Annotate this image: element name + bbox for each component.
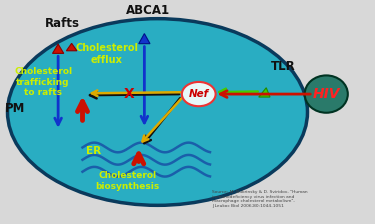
Text: Cholesterol
trafficking
to rafts: Cholesterol trafficking to rafts	[14, 67, 72, 97]
Text: ABCA1: ABCA1	[126, 4, 170, 17]
Text: ER: ER	[86, 146, 101, 156]
Ellipse shape	[304, 75, 348, 113]
Ellipse shape	[8, 19, 308, 205]
Polygon shape	[139, 34, 150, 44]
Text: Nef: Nef	[189, 89, 209, 99]
Ellipse shape	[182, 82, 216, 106]
Text: Cholesterol
efflux: Cholesterol efflux	[75, 43, 138, 65]
Polygon shape	[66, 43, 77, 51]
Text: HIV: HIV	[312, 87, 340, 101]
Text: PM: PM	[4, 102, 25, 115]
Text: TLR: TLR	[271, 60, 296, 73]
Text: Cholesterol
biosynthesis: Cholesterol biosynthesis	[95, 171, 160, 191]
Text: Source: M. Bukrinsky & D. Sviridov, "Human
immunodeficiency virus infection and
: Source: M. Bukrinsky & D. Sviridov, "Hum…	[212, 190, 308, 208]
Text: Rafts: Rafts	[44, 17, 80, 30]
Text: X: X	[124, 87, 135, 101]
Polygon shape	[53, 44, 64, 53]
Polygon shape	[259, 88, 270, 97]
